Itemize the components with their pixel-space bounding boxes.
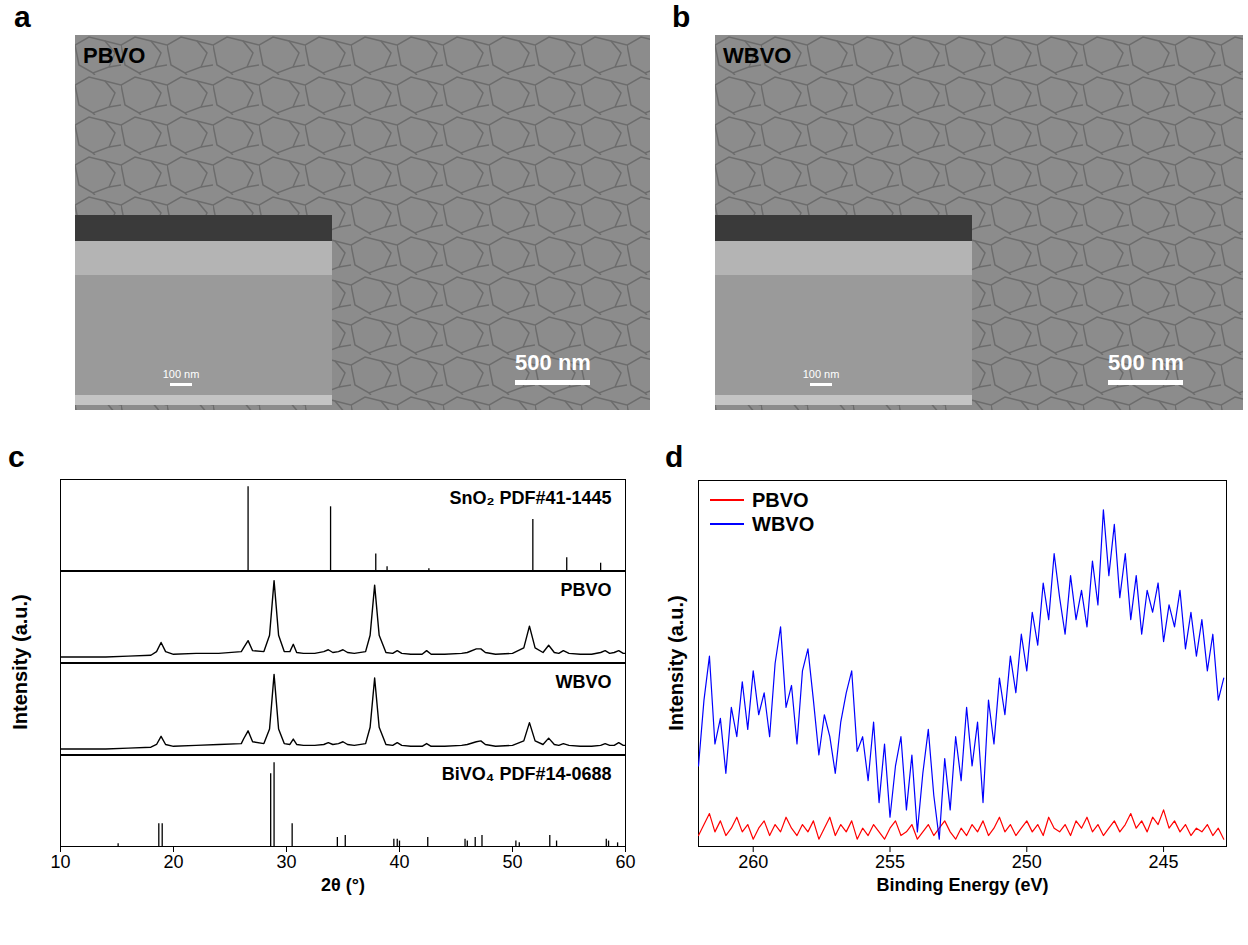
- html-text:d: d: [665, 440, 684, 473]
- svg-text:255: 255: [875, 852, 905, 872]
- html-text:WBVO: WBVO: [752, 512, 815, 535]
- html-text:a: a: [14, 0, 31, 33]
- svg-text:40: 40: [389, 852, 409, 872]
- svg-text:20: 20: [163, 852, 183, 872]
- html-text:PBVO: PBVO: [752, 488, 809, 511]
- svg-text:PBVO: PBVO: [560, 580, 611, 600]
- svg-text:2θ (°): 2θ (°): [321, 875, 365, 895]
- html-text:Intensity (a.u.): Intensity (a.u.): [664, 595, 687, 731]
- svg-text:WBVO: WBVO: [556, 672, 612, 692]
- svg-text:500 nm: 500 nm: [1108, 350, 1184, 375]
- svg-text:250: 250: [1012, 852, 1042, 872]
- svg-text:100 nm: 100 nm: [803, 368, 840, 380]
- svg-text:60: 60: [615, 852, 635, 872]
- svg-text:WBVO: WBVO: [723, 43, 791, 68]
- svg-text:Binding Energy (eV): Binding Energy (eV): [876, 875, 1048, 895]
- html-text:b: b: [672, 0, 691, 33]
- svg-text:100 nm: 100 nm: [163, 368, 200, 380]
- svg-text:PBVO: PBVO: [83, 43, 145, 68]
- svg-text:260: 260: [738, 852, 768, 872]
- svg-text:BiVO₄ PDF#14-0688: BiVO₄ PDF#14-0688: [442, 764, 612, 784]
- html-text:Intensity (a.u.): Intensity (a.u.): [8, 594, 31, 730]
- html-text:c: c: [8, 440, 25, 473]
- svg-text:10: 10: [50, 852, 70, 872]
- svg-text:30: 30: [276, 852, 296, 872]
- svg-text:245: 245: [1149, 852, 1179, 872]
- svg-text:50: 50: [502, 852, 522, 872]
- svg-text:SnO₂ PDF#41-1445: SnO₂ PDF#41-1445: [449, 488, 611, 508]
- svg-text:500 nm: 500 nm: [515, 350, 591, 375]
